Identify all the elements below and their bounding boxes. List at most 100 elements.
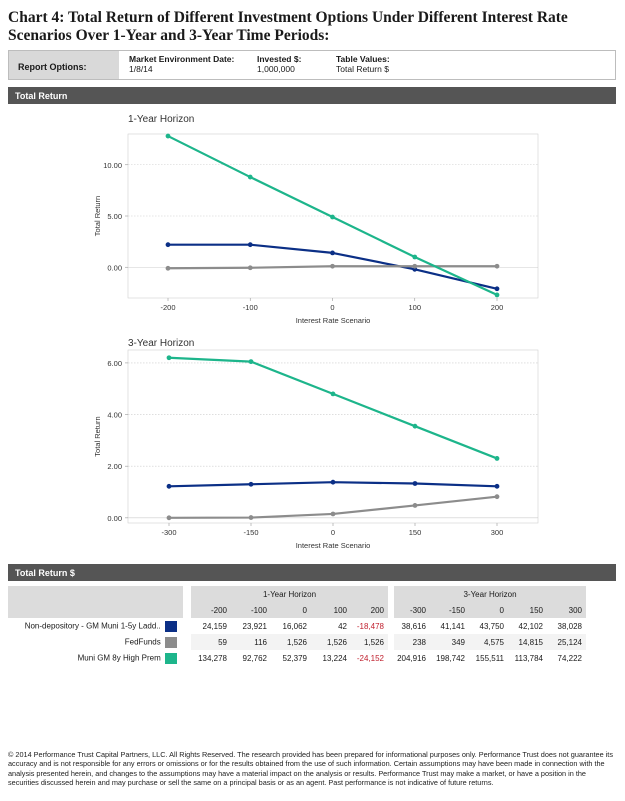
table-cell: 134,278 xyxy=(198,653,227,663)
x-tick-label: -200 xyxy=(160,303,175,312)
data-point xyxy=(412,263,418,269)
table-cell: 238 xyxy=(388,634,430,650)
section-header-total-return-dollars: Total Return $ xyxy=(8,564,616,581)
table-values-value: Total Return $ xyxy=(336,64,389,74)
table-cell: -18,478 xyxy=(356,621,384,631)
data-point xyxy=(166,483,172,489)
report-options-panel: Report Options: Market Environment Date:… xyxy=(8,50,616,80)
data-point xyxy=(330,511,336,517)
data-point xyxy=(165,265,171,271)
y-tick-label: 2.00 xyxy=(107,462,122,471)
col-header: 0 xyxy=(271,602,311,618)
series-line xyxy=(168,356,498,460)
data-point xyxy=(330,214,335,220)
legend-swatch xyxy=(165,652,177,664)
table-cell: 92,762 xyxy=(242,653,267,663)
group-header-3year: 3-Year Horizon xyxy=(388,586,586,602)
col-header: 300 xyxy=(547,602,586,618)
table-cell: 42,102 xyxy=(518,621,543,631)
y-tick-label: 10.00 xyxy=(103,161,122,170)
legend-swatch xyxy=(165,636,177,648)
table-cell: -24,152 xyxy=(356,653,384,663)
table-row: Muni GM 8y High Prem 134,278 92,762 52,3… xyxy=(8,650,586,666)
row-label: Muni GM 8y High Prem xyxy=(8,650,183,666)
data-point xyxy=(494,494,500,500)
table-cell: 23,921 xyxy=(242,621,267,631)
x-axis-title: Interest Rate Scenario xyxy=(296,541,371,550)
col-header: -100 xyxy=(231,602,271,618)
data-point xyxy=(166,515,172,521)
table-cell: 52,379 xyxy=(282,653,307,663)
data-point xyxy=(330,479,336,485)
data-point xyxy=(412,481,418,486)
col-header: 200 xyxy=(351,602,391,618)
table-row: FedFunds 59 116 1,526 1,526 1,526 238 34… xyxy=(8,634,586,650)
data-point xyxy=(165,133,171,139)
table-cell: 13,224 xyxy=(322,653,347,663)
col-header: 0 xyxy=(469,602,508,618)
data-point xyxy=(412,503,418,508)
data-point xyxy=(248,481,254,487)
invested-group: Invested $: 1,000,000 xyxy=(257,54,301,74)
table-corner xyxy=(8,586,183,618)
series-name: Non-depository - GM Muni 1-5y Ladd.. xyxy=(24,621,161,631)
data-point xyxy=(330,250,335,256)
data-point xyxy=(247,265,253,271)
table-cell: 14,815 xyxy=(508,634,547,650)
col-header: -200 xyxy=(191,602,231,618)
chart-title: 3-Year Horizon xyxy=(128,338,194,349)
y-tick-label: 0.00 xyxy=(107,514,122,523)
y-axis-title: Total Return xyxy=(93,416,102,456)
x-tick-label: -150 xyxy=(243,528,258,537)
table-values-group: Table Values: Total Return $ xyxy=(336,54,390,74)
series-name: FedFunds xyxy=(124,637,161,647)
row-label: Non-depository - GM Muni 1-5y Ladd.. xyxy=(8,618,183,634)
x-axis-title: Interest Rate Scenario xyxy=(296,316,371,325)
table-cell: 155,511 xyxy=(475,653,504,663)
col-header: 100 xyxy=(311,602,351,618)
table-row: Non-depository - GM Muni 1-5y Ladd.. 24,… xyxy=(8,618,586,634)
table-cell: 1,526 xyxy=(271,634,311,650)
data-point xyxy=(248,359,254,365)
disclaimer-footer: © 2014 Performance Trust Capital Partner… xyxy=(8,750,613,788)
table-cell: 349 xyxy=(430,634,469,650)
table-cell: 42 xyxy=(338,621,347,631)
table-cell: 25,124 xyxy=(547,634,586,650)
invested-value: 1,000,000 xyxy=(257,64,295,74)
x-tick-label: 0 xyxy=(331,528,335,537)
table-cell: 38,616 xyxy=(388,618,430,634)
table-cell: 113,784 xyxy=(514,653,543,663)
section-header-total-return: Total Return xyxy=(8,87,616,104)
y-axis-title: Total Return xyxy=(93,196,102,236)
table-cell: 116 xyxy=(231,634,271,650)
y-tick-label: 0.00 xyxy=(107,263,122,272)
x-tick-label: 300 xyxy=(491,528,504,537)
market-date-group: Market Environment Date: 1/8/14 xyxy=(129,54,234,74)
market-date-value: 1/8/14 xyxy=(129,64,153,74)
data-point xyxy=(248,515,254,520)
data-point xyxy=(412,423,418,429)
table-cell: 1,526 xyxy=(351,634,391,650)
x-tick-label: -100 xyxy=(243,303,258,312)
data-point xyxy=(494,286,500,292)
data-point xyxy=(494,263,500,269)
col-header: -150 xyxy=(430,602,469,618)
group-header-1year: 1-Year Horizon xyxy=(191,586,391,602)
returns-table: 1-Year Horizon 3-Year Horizon -200 -100 … xyxy=(8,586,586,666)
plot-frame xyxy=(127,349,539,524)
data-point xyxy=(165,242,171,248)
chart-title: 1-Year Horizon xyxy=(128,114,194,125)
row-label: FedFunds xyxy=(8,634,183,650)
chart-3year: 3-Year Horizon 0.00 2.00 4.00 6.00 -300 -150 0 1… xyxy=(93,338,539,550)
table-cell: 4,575 xyxy=(469,634,508,650)
report-options-label: Report Options: xyxy=(9,51,119,79)
table-cell: 41,141 xyxy=(440,621,465,631)
table-cell: 1,526 xyxy=(311,634,351,650)
table-cell: 198,742 xyxy=(436,653,465,663)
table-cell: 74,222 xyxy=(557,653,582,663)
invested-label: Invested $: xyxy=(257,54,302,64)
data-point xyxy=(330,391,336,397)
data-point xyxy=(494,292,500,298)
table-cell: 24,159 xyxy=(202,621,227,631)
data-point xyxy=(166,355,172,361)
